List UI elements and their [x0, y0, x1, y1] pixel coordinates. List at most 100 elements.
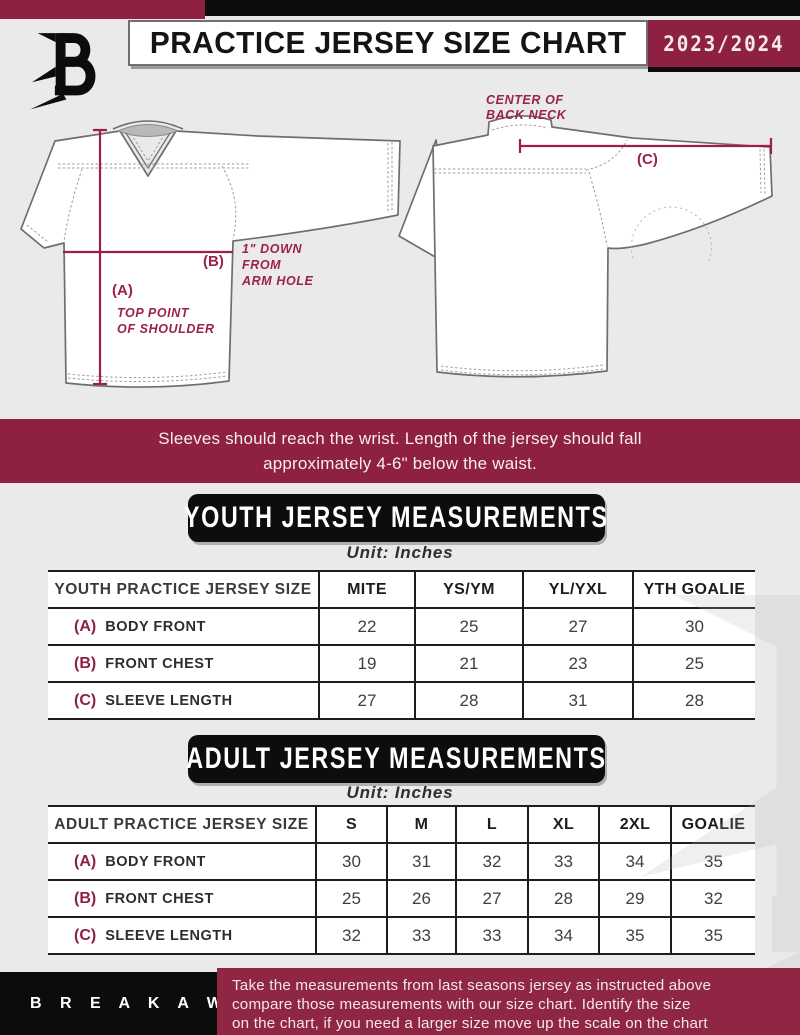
- back-hem-stitch-2: [440, 368, 604, 376]
- row-name: BODY FRONT: [105, 853, 206, 870]
- front-armhole-right-stitch: [221, 165, 237, 240]
- adult-front-chest-xl: 28: [527, 881, 598, 916]
- footer-line-3: on the chart, if you need a larger size …: [232, 1015, 708, 1032]
- caption-c-line2: BACK NECK: [486, 108, 567, 122]
- row-label: (B) FRONT CHEST: [48, 881, 315, 916]
- adult-sleeve-length-l: 33: [455, 918, 527, 953]
- adult-body-front-s: 30: [315, 844, 386, 879]
- adult-col-header-xl: XL: [527, 807, 598, 842]
- caption-a-line1: TOP POINT: [117, 306, 190, 320]
- row-label: (C) SLEEVE LENGTH: [48, 683, 318, 718]
- youth-row-sleeve-length: (C) SLEEVE LENGTH 27 28 31 28: [48, 681, 755, 718]
- season-label: 2023/2024: [663, 31, 785, 56]
- adult-body-front-l: 32: [455, 844, 527, 879]
- caption-b-line3: ARM HOLE: [241, 274, 314, 288]
- row-name: SLEEVE LENGTH: [105, 927, 233, 944]
- row-name: SLEEVE LENGTH: [105, 692, 233, 709]
- youth-body-front-ysym: 25: [414, 609, 522, 644]
- row-key-a: (A): [74, 617, 97, 635]
- adult-table-header-row: ADULT PRACTICE JERSEY SIZE S M L XL 2XL …: [48, 805, 755, 842]
- adult-col-header-l: L: [455, 807, 527, 842]
- youth-sleeve-length-ysym: 28: [414, 683, 522, 718]
- back-armhole-stitch: [588, 171, 608, 247]
- adult-front-chest-2xl: 29: [598, 881, 670, 916]
- jersey-front-outline: [20, 130, 401, 388]
- fit-guidance-banner: Sleeves should reach the wrist. Length o…: [0, 419, 800, 483]
- label-b: (B): [203, 253, 224, 270]
- jersey-front-view: [20, 120, 401, 388]
- adult-sleeve-length-xl: 34: [527, 918, 598, 953]
- youth-col-header-ysym: YS/YM: [414, 572, 522, 607]
- adult-size-table: ADULT PRACTICE JERSEY SIZE S M L XL 2XL …: [48, 805, 755, 955]
- footer-brand-panel: B R E A K A W A Y: [0, 972, 279, 1035]
- youth-front-chest-ysym: 21: [414, 646, 522, 681]
- youth-col-header-ylyxl: YL/YXL: [522, 572, 632, 607]
- adult-sleeve-length-goalie: 35: [670, 918, 755, 953]
- adult-front-chest-l: 27: [455, 881, 527, 916]
- youth-unit-label: Unit: Inches: [346, 543, 454, 562]
- caption-a-line2: OF SHOULDER: [117, 322, 215, 336]
- back-hem-stitch-1: [440, 364, 604, 372]
- label-a: (A): [112, 282, 133, 299]
- adult-front-chest-goalie: 32: [670, 881, 755, 916]
- adult-unit-label: Unit: Inches: [346, 783, 454, 802]
- front-armhole-left-stitch: [63, 168, 83, 242]
- adult-body-front-xl: 33: [527, 844, 598, 879]
- collar-outer-edge: [112, 120, 184, 130]
- caption-b-line2: FROM: [242, 258, 281, 272]
- youth-section-title: YOUTH JERSEY MEASUREMENTS: [184, 501, 609, 534]
- breakaway-logo-icon: [27, 24, 109, 116]
- youth-body-front-ylyxl: 27: [522, 609, 632, 644]
- youth-col-header-size: YOUTH PRACTICE JERSEY SIZE: [54, 580, 312, 598]
- row-key-c: (C): [74, 926, 97, 944]
- back-raglan-stitch: [585, 139, 628, 171]
- back-collar-stitch: [491, 124, 549, 131]
- youth-row-front-chest: (B) FRONT CHEST 19 21 23 25: [48, 644, 755, 681]
- top-maroon-bar: [0, 0, 205, 19]
- title-box: PRACTICE JERSEY SIZE CHART: [128, 20, 648, 66]
- banner-line-2: approximately 4-6" below the waist.: [263, 454, 537, 473]
- youth-section-title-box: YOUTH JERSEY MEASUREMENTS: [184, 494, 607, 542]
- youth-body-front-goalie: 30: [632, 609, 755, 644]
- youth-front-chest-mite: 19: [318, 646, 414, 681]
- row-label: (A) BODY FRONT: [48, 609, 318, 644]
- row-label: (B) FRONT CHEST: [48, 646, 318, 681]
- measure-line-a: [93, 128, 107, 386]
- adult-sleeve-length-2xl: 35: [598, 918, 670, 953]
- adult-body-front-m: 31: [386, 844, 455, 879]
- page-title: PRACTICE JERSEY SIZE CHART: [149, 25, 627, 60]
- adult-row-sleeve-length: (C) SLEEVE LENGTH 32 33 33 34 35 35: [48, 916, 755, 953]
- adult-row-front-chest: (B) FRONT CHEST 25 26 27 28 29 32: [48, 879, 755, 916]
- measure-line-c: [518, 138, 773, 154]
- youth-sleeve-length-goalie: 28: [632, 683, 755, 718]
- adult-front-chest-s: 25: [315, 881, 386, 916]
- adult-section-title-box: ADULT JERSEY MEASUREMENTS: [186, 735, 607, 783]
- collar-inner-back: [116, 124, 180, 137]
- banner-line-1: Sleeves should reach the wrist. Length o…: [158, 429, 642, 448]
- caption-c-line1: CENTER OF: [486, 93, 564, 107]
- adult-front-chest-m: 26: [386, 881, 455, 916]
- footer-instructions-panel: Take the measurements from last seasons …: [217, 968, 800, 1035]
- youth-row-body-front: (A) BODY FRONT 22 25 27 30: [48, 607, 755, 644]
- youth-front-chest-ylyxl: 23: [522, 646, 632, 681]
- youth-sleeve-length-mite: 27: [318, 683, 414, 718]
- row-key-b: (B): [74, 654, 97, 672]
- jersey-measurement-diagram: (A) TOP POINT OF SHOULDER (B) 1" DOWN FR…: [20, 93, 773, 388]
- adult-col-header-2xl: 2XL: [598, 807, 670, 842]
- adult-col-header-size: ADULT PRACTICE JERSEY SIZE: [54, 815, 309, 833]
- adult-sleeve-length-s: 32: [315, 918, 386, 953]
- youth-col-header-goalie: YTH GOALIE: [632, 572, 755, 607]
- adult-body-front-goalie: 35: [670, 844, 755, 879]
- youth-body-front-mite: 22: [318, 609, 414, 644]
- caption-b-line1: 1" DOWN: [242, 242, 302, 256]
- row-key-c: (C): [74, 691, 97, 709]
- adult-section-title: ADULT JERSEY MEASUREMENTS: [186, 742, 607, 775]
- youth-col-header-mite: MITE: [318, 572, 414, 607]
- row-key-b: (B): [74, 889, 97, 907]
- youth-size-table: YOUTH PRACTICE JERSEY SIZE MITE YS/YM YL…: [48, 570, 755, 720]
- adult-body-front-2xl: 34: [598, 844, 670, 879]
- row-name: FRONT CHEST: [105, 655, 214, 672]
- adult-row-body-front: (A) BODY FRONT 30 31 32 33 34 35: [48, 842, 755, 879]
- youth-front-chest-goalie: 25: [632, 646, 755, 681]
